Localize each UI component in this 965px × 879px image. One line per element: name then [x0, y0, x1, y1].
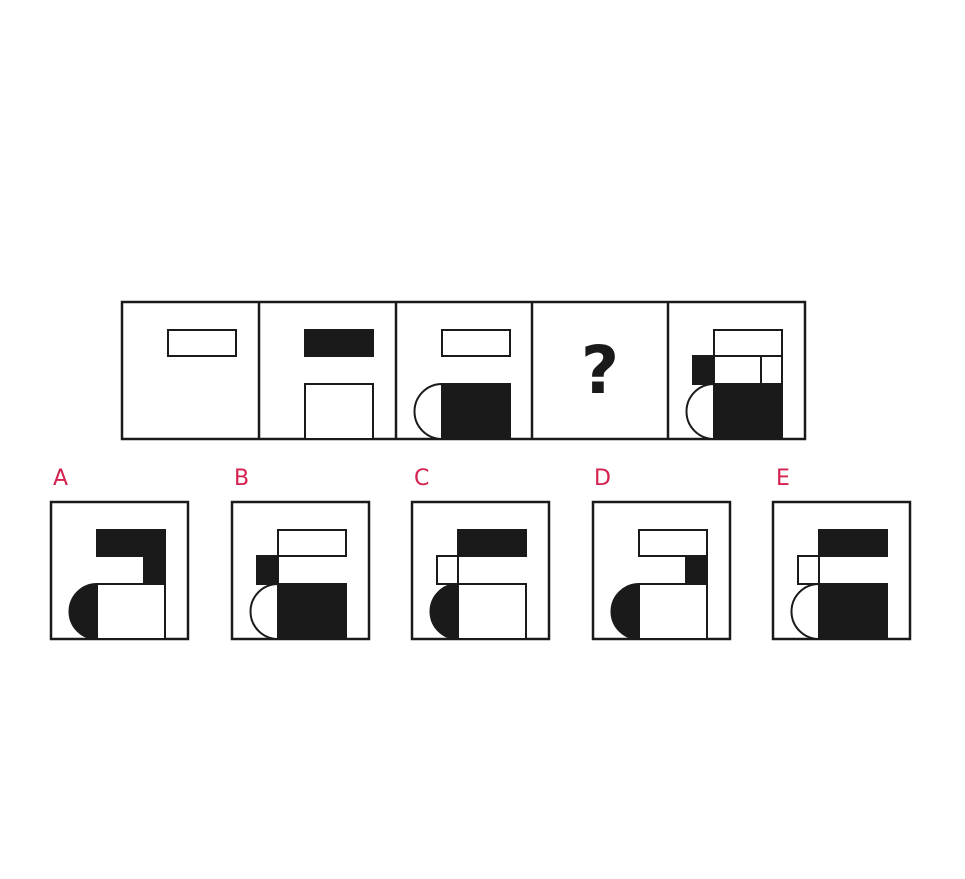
option-label-a: A: [53, 466, 69, 491]
white-body: [457, 583, 527, 640]
black-left-square: [256, 555, 279, 585]
white-body: [304, 383, 374, 440]
white-left-square: [797, 555, 820, 585]
option-label-c: C: [414, 466, 430, 491]
black-bar: [96, 529, 166, 557]
white-body: [638, 583, 708, 640]
white-bar: [441, 329, 511, 357]
black-body: [713, 383, 783, 440]
question-mark: ?: [580, 332, 620, 409]
option-label-e: E: [776, 466, 790, 491]
sequence-panel-1: [167, 329, 237, 357]
black-bar: [304, 329, 374, 357]
black-body: [441, 383, 511, 440]
black-bar: [457, 529, 527, 557]
option-d-panel[interactable]: [591, 500, 732, 641]
option-b-panel[interactable]: [230, 500, 371, 641]
white-bar: [277, 529, 347, 557]
black-right-square: [685, 555, 708, 585]
white-body: [96, 583, 166, 640]
sequence-panel-2: [304, 329, 374, 440]
white-bar: [638, 529, 708, 557]
black-bar: [818, 529, 888, 557]
black-body: [277, 583, 347, 640]
option-label-d: D: [594, 466, 611, 491]
option-label-b: B: [234, 466, 250, 491]
white-bar: [167, 329, 237, 357]
black-body: [818, 583, 888, 640]
white-right-square: [760, 355, 783, 385]
white-left-square: [436, 555, 459, 585]
white-bar: [713, 329, 783, 357]
option-a-panel[interactable]: [49, 500, 190, 641]
sequence-row: [120, 300, 807, 441]
black-right-square: [143, 555, 166, 585]
option-e-panel[interactable]: [771, 500, 912, 641]
black-left-square: [692, 355, 715, 385]
option-c-panel[interactable]: [410, 500, 551, 641]
sequence-panel-5: [685, 329, 783, 440]
